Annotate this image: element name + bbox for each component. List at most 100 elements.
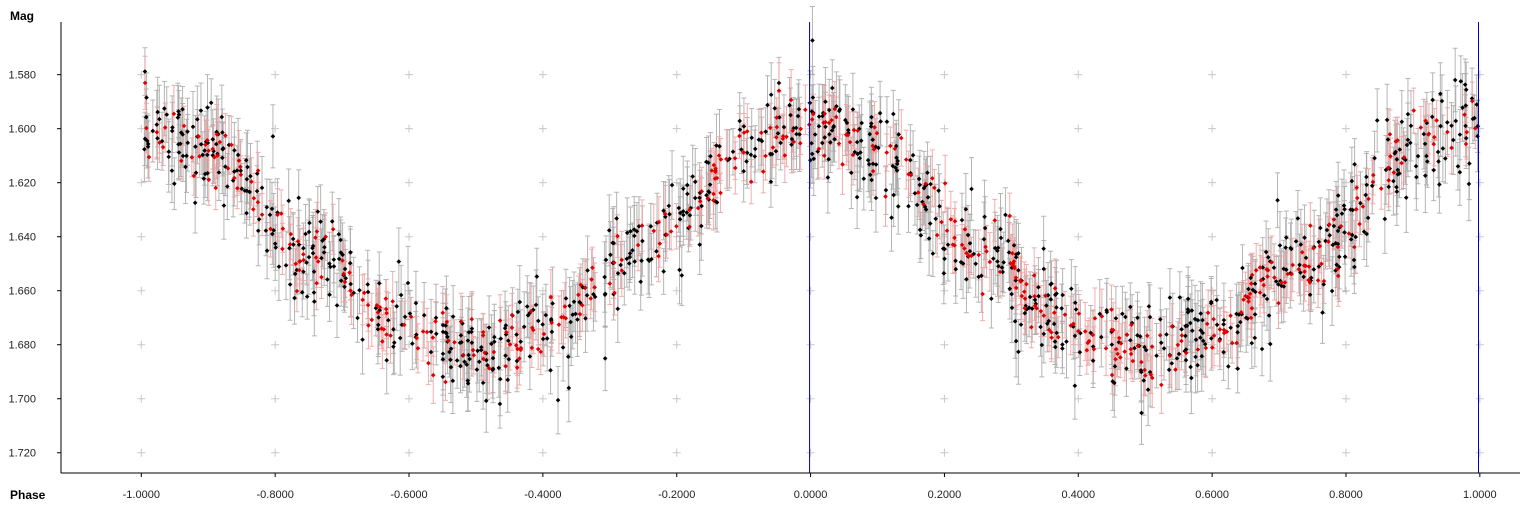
data-point-black — [749, 135, 754, 141]
data-point-black — [1277, 243, 1283, 248]
data-point-black — [1161, 346, 1167, 351]
grid-plus — [271, 124, 280, 133]
data-point-red — [458, 319, 464, 324]
data-point-red — [420, 329, 426, 334]
data-point-red — [1129, 322, 1134, 327]
data-point-red — [829, 117, 834, 123]
data-point-black — [465, 381, 471, 386]
data-point-black — [846, 130, 851, 136]
data-point-red — [433, 319, 438, 324]
data-point-black — [1179, 327, 1184, 332]
data-point-black — [1474, 102, 1479, 107]
data-point-red — [582, 285, 588, 290]
data-point-red — [788, 97, 794, 103]
data-point-red — [761, 169, 766, 174]
data-point-red — [203, 142, 208, 147]
data-point-red — [1411, 108, 1417, 113]
data-point-black — [338, 250, 344, 255]
data-point-black — [1027, 294, 1033, 300]
data-point-black — [1261, 293, 1267, 298]
data-point-black — [796, 106, 802, 112]
data-point-red — [1221, 330, 1227, 336]
data-point-black — [1053, 344, 1058, 350]
data-point-black — [1384, 117, 1390, 123]
data-point-red — [380, 339, 385, 344]
data-point-red — [883, 194, 888, 199]
grid-plus — [271, 70, 280, 79]
data-point-black — [704, 192, 709, 198]
grid-plus — [538, 124, 547, 133]
data-point-black — [307, 220, 312, 226]
data-point-black — [205, 105, 210, 110]
data-point-black — [1228, 325, 1233, 331]
data-point-black — [503, 353, 508, 358]
data-point-black — [626, 261, 632, 266]
data-point-black — [486, 325, 492, 330]
data-point-red — [589, 277, 594, 282]
data-point-black — [1394, 157, 1400, 162]
data-point-black — [1318, 225, 1323, 231]
data-point-black — [428, 349, 434, 355]
data-point-black — [1408, 140, 1413, 146]
data-point-red — [844, 132, 849, 138]
data-point-black — [1394, 189, 1400, 194]
data-point-black — [1273, 279, 1279, 284]
grid-plus — [137, 232, 146, 241]
grid-plus — [672, 394, 681, 403]
data-point-black — [1128, 304, 1133, 310]
data-point-black — [854, 194, 860, 200]
data-point-red — [144, 125, 149, 131]
data-point-red — [538, 349, 544, 355]
data-point-black — [474, 367, 480, 372]
data-point-red — [444, 319, 450, 325]
data-point-black — [1016, 267, 1021, 273]
data-point-black — [1430, 97, 1435, 103]
data-point-black — [1007, 286, 1013, 292]
data-point-black — [342, 266, 348, 272]
data-point-red — [210, 146, 216, 152]
data-point-red — [847, 139, 853, 145]
data-point-black — [1336, 254, 1342, 260]
data-point-black — [681, 212, 686, 218]
data-point-black — [1438, 123, 1443, 129]
data-point-black — [208, 100, 214, 106]
data-point-red — [1217, 327, 1223, 332]
data-point-black — [1463, 87, 1469, 93]
data-point-black — [1301, 274, 1306, 280]
data-point-red — [906, 171, 911, 177]
grid-plus — [271, 340, 280, 349]
data-point-black — [918, 233, 924, 238]
grid-plus — [1475, 394, 1484, 403]
data-point-black — [1293, 239, 1299, 244]
data-point-black — [845, 127, 851, 133]
data-point-black — [1334, 212, 1340, 218]
data-point-black — [221, 203, 227, 208]
data-point-red — [278, 211, 284, 216]
data-point-black — [180, 132, 185, 137]
data-point-black — [1005, 238, 1011, 244]
data-point-red — [822, 153, 827, 158]
grid-plus — [137, 448, 146, 457]
data-point-black — [1267, 341, 1273, 347]
data-point-black — [200, 152, 206, 158]
data-point-black — [1252, 335, 1258, 341]
data-point-red — [384, 310, 389, 316]
data-point-black — [822, 135, 828, 140]
data-point-black — [450, 314, 456, 319]
y-tick-label: 1.720 — [8, 448, 36, 460]
data-point-black — [428, 329, 434, 335]
data-point-red — [313, 235, 318, 241]
data-point-black — [1011, 243, 1017, 248]
data-point-black — [465, 378, 471, 383]
data-point-red — [1109, 307, 1114, 312]
data-point-black — [877, 110, 883, 116]
data-point-black — [1469, 96, 1475, 101]
data-point-black — [646, 258, 652, 264]
data-point-red — [559, 314, 564, 320]
data-point-black — [1214, 297, 1219, 303]
data-point-black — [244, 176, 250, 182]
data-point-black — [396, 259, 402, 264]
data-point-black — [1316, 239, 1322, 245]
data-point-black — [1339, 211, 1345, 216]
data-point-black — [744, 150, 750, 156]
